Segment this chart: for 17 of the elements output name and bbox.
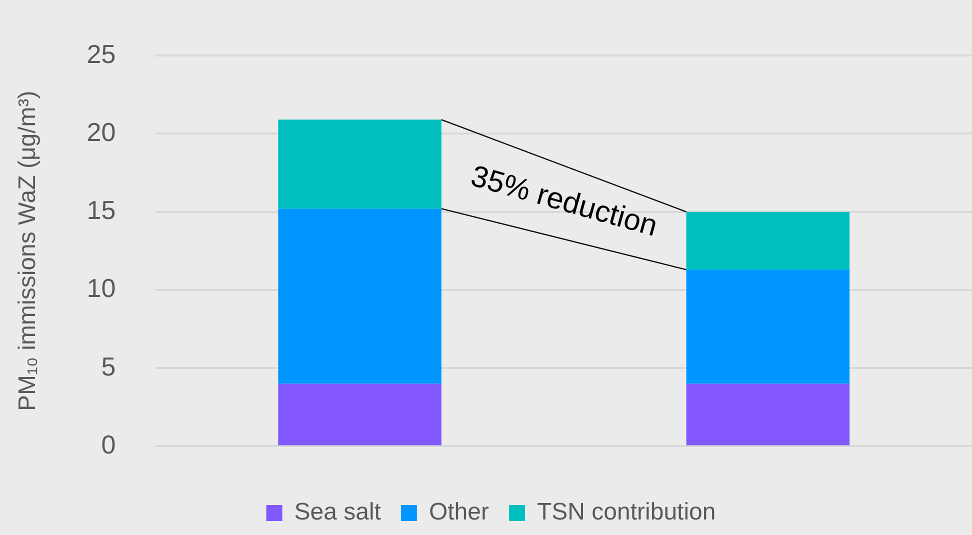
y-tick-label: 25 xyxy=(86,38,116,69)
legend-label: TSN contribution xyxy=(537,498,716,526)
bar xyxy=(278,208,442,384)
legend-label: Other xyxy=(428,498,490,526)
y-tick-label: 5 xyxy=(101,351,116,382)
annotation: 35% reduction xyxy=(467,160,661,243)
bar xyxy=(278,384,442,446)
bar xyxy=(686,212,850,270)
bar xyxy=(278,120,442,209)
bar xyxy=(686,270,850,384)
y-tick-label: 10 xyxy=(86,273,116,304)
legend-label: Sea salt xyxy=(294,498,382,526)
y-tick-label: 15 xyxy=(86,195,116,226)
bar xyxy=(686,384,850,446)
y-axis-title: PM₁₀ immissions WaZ (μg/m³) xyxy=(14,90,42,412)
y-tick-label: 20 xyxy=(86,116,116,147)
y-tick-label: 0 xyxy=(101,429,116,460)
